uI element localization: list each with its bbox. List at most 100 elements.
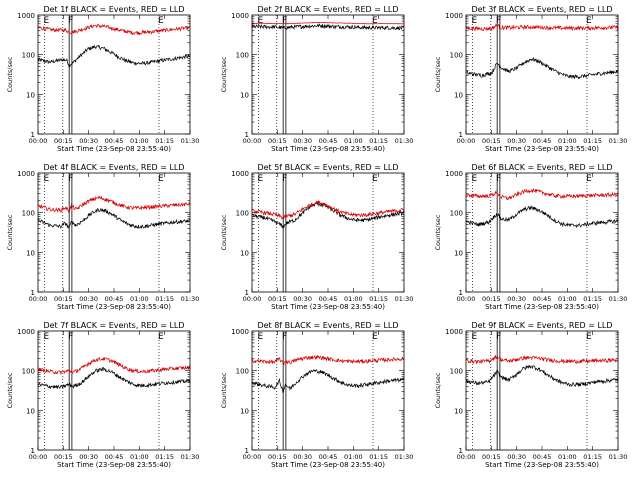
y-axis-label: Counts/sec — [434, 214, 442, 250]
detector-plot-5: Det 5f BLACK = Events, RED = LLD 1 10 100 10… — [220, 163, 413, 311]
x-tick-label: 00:00 — [243, 295, 262, 303]
interval-marker-label: E — [158, 174, 164, 184]
x-tick-label: 00:00 — [243, 137, 262, 145]
y-tick-label: 10 — [454, 407, 463, 415]
x-tick-label: 01:00 — [344, 295, 363, 303]
x-axis-label: Start Time (23-Sep-08 23:55:40) — [57, 303, 171, 311]
y-tick-label: 100 — [450, 368, 463, 376]
y-axis-label: Counts/sec — [434, 56, 442, 92]
plot-frame — [37, 14, 191, 135]
plot-frame — [251, 330, 405, 451]
plot-title: Det 4f BLACK = Events, RED = LLD — [43, 163, 184, 172]
plot-frame — [37, 330, 191, 451]
x-tick-label: 00:30 — [293, 295, 312, 303]
x-tick-label: 00:30 — [79, 295, 98, 303]
series-line-events — [465, 56, 619, 80]
x-tick-label: 00:45 — [319, 295, 338, 303]
x-tick-label: 01:15 — [369, 137, 388, 145]
x-axis-label: Start Time (23-Sep-08 23:55:40) — [485, 145, 599, 153]
y-tick-label: 10 — [240, 407, 249, 415]
interval-marker-label: F — [496, 16, 501, 26]
x-tick-label: 01:15 — [155, 295, 174, 303]
y-axis-label: Counts/sec — [6, 56, 14, 92]
interval-marker-label: E — [372, 174, 378, 184]
y-tick-label: 1 — [459, 289, 463, 297]
plot-title: Det 1f BLACK = Events, RED = LLD — [43, 5, 184, 14]
y-axis-label: Counts/sec — [6, 372, 14, 408]
interval-marker-label: F — [68, 332, 73, 342]
interval-marker-label: E — [258, 332, 264, 342]
x-tick-label: 00:15 — [268, 137, 287, 145]
series-line-lld — [251, 354, 405, 366]
y-tick-label: 1000 — [445, 170, 463, 178]
x-tick-label: 01:00 — [344, 137, 363, 145]
x-tick-label: 01:30 — [395, 137, 414, 145]
plot-frame — [465, 14, 619, 135]
y-tick-label: 1000 — [231, 12, 249, 20]
x-tick-label: 01:30 — [609, 295, 628, 303]
x-tick-label: 00:15 — [482, 137, 501, 145]
interval-marker-label: F — [496, 332, 501, 342]
detector-plot-2: Det 2f BLACK = Events, RED = LLD 1 10 100 10… — [220, 5, 413, 153]
interval-marker-label: F — [282, 16, 287, 26]
interval-marker-label: E — [586, 332, 592, 342]
x-tick-label: 01:00 — [130, 453, 149, 461]
y-tick-label: 10 — [454, 249, 463, 257]
detector-plot-9: Det 9f BLACK = Events, RED = LLD 1 10 100 10… — [434, 321, 627, 469]
interval-marker-label: E — [472, 332, 478, 342]
detector-plot-4: Det 4f BLACK = Events, RED = LLD 1 10 100 10… — [6, 163, 199, 311]
y-tick-label: 10 — [26, 407, 35, 415]
x-tick-label: 01:30 — [395, 453, 414, 461]
y-tick-label: 100 — [236, 368, 249, 376]
x-tick-label: 00:30 — [293, 453, 312, 461]
x-tick-label: 01:00 — [130, 295, 149, 303]
series-line-lld — [37, 356, 191, 375]
series-line-lld — [465, 354, 619, 365]
series-line-events — [465, 205, 619, 229]
y-tick-label: 100 — [450, 52, 463, 60]
series-line-lld — [37, 195, 191, 214]
x-tick-label: 01:15 — [369, 295, 388, 303]
x-axis-label: Start Time (23-Sep-08 23:55:40) — [485, 303, 599, 311]
detector-plot-1: Det 1f BLACK = Events, RED = LLD 1 10 100 10… — [6, 5, 199, 153]
y-tick-label: 10 — [26, 91, 35, 99]
x-tick-label: 00:45 — [319, 453, 338, 461]
plot-title: Det 7f BLACK = Events, RED = LLD — [43, 321, 184, 330]
plot-frame — [465, 330, 619, 451]
interval-marker-label: E — [44, 16, 50, 26]
plot-frame — [251, 172, 405, 293]
y-tick-label: 10 — [26, 249, 35, 257]
series-line-events — [37, 367, 191, 390]
interval-marker-label: E — [158, 332, 164, 342]
x-tick-label: 01:00 — [558, 295, 577, 303]
x-tick-label: 01:00 — [130, 137, 149, 145]
series-line-events — [251, 23, 405, 31]
series-line-events — [465, 364, 619, 388]
x-tick-label: 00:00 — [29, 137, 48, 145]
plot-frame — [251, 14, 405, 135]
plot-title: Det 5f BLACK = Events, RED = LLD — [257, 163, 398, 172]
detector-plot-7: Det 7f BLACK = Events, RED = LLD 1 10 100 10… — [6, 321, 199, 469]
interval-marker-label: E — [158, 16, 164, 26]
x-tick-label: 00:15 — [482, 295, 501, 303]
y-tick-label: 1000 — [17, 12, 35, 20]
y-tick-label: 1000 — [17, 328, 35, 336]
series-line-lld — [251, 200, 405, 220]
y-tick-label: 1000 — [445, 12, 463, 20]
x-tick-label: 01:00 — [344, 453, 363, 461]
x-tick-label: 00:30 — [507, 295, 526, 303]
y-tick-label: 1 — [245, 289, 249, 297]
y-axis-label: Counts/sec — [220, 372, 228, 408]
y-tick-label: 1000 — [445, 328, 463, 336]
x-tick-label: 00:15 — [54, 453, 73, 461]
x-tick-label: 01:30 — [395, 295, 414, 303]
interval-marker-label: E — [44, 174, 50, 184]
plot-title: Det 3f BLACK = Events, RED = LLD — [471, 5, 612, 14]
series-line-events — [37, 44, 191, 68]
x-tick-label: 01:15 — [583, 453, 602, 461]
y-tick-label: 1 — [31, 289, 35, 297]
detector-plot-8: Det 8f BLACK = Events, RED = LLD 1 10 100 10… — [220, 321, 413, 469]
y-axis-label: Counts/sec — [6, 214, 14, 250]
plot-title: Det 2f BLACK = Events, RED = LLD — [257, 5, 398, 14]
interval-marker-label: F — [496, 174, 501, 184]
